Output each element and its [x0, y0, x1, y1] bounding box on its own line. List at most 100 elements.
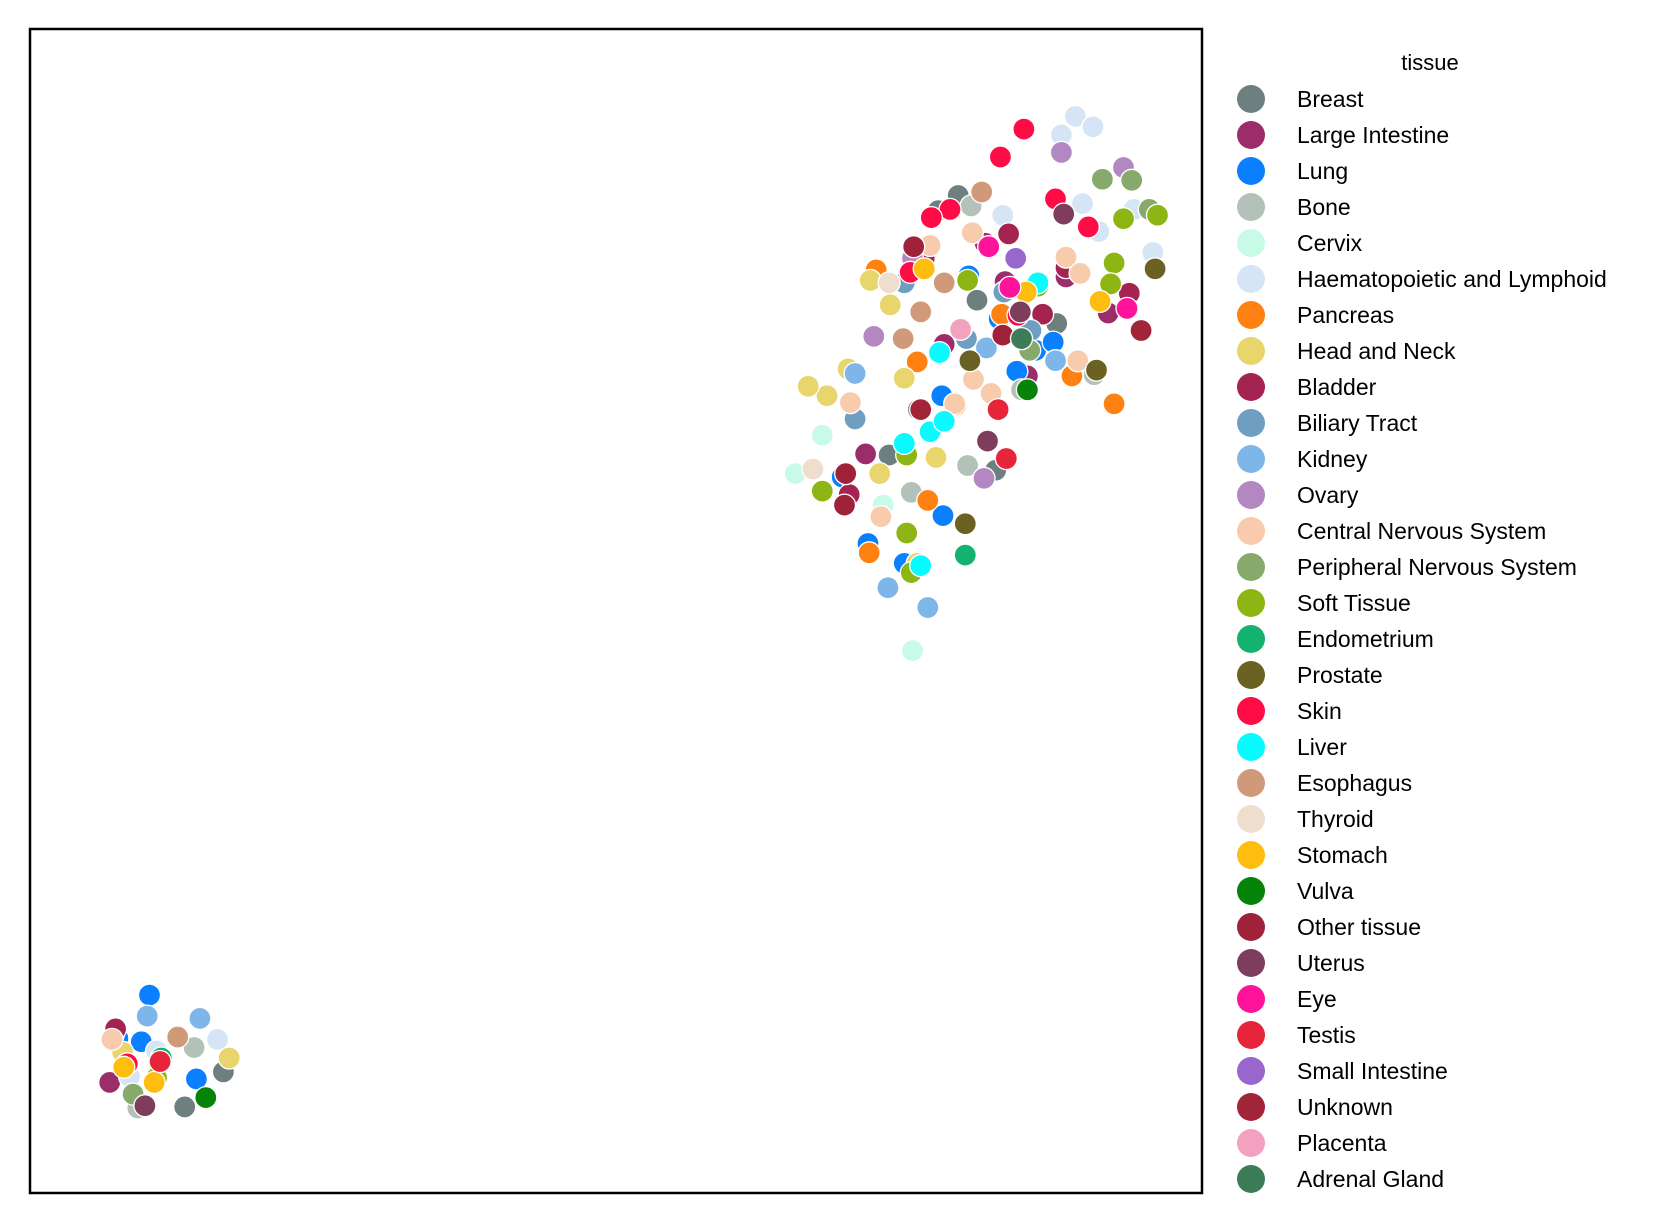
legend-label: Adrenal Gland	[1297, 1166, 1444, 1192]
legend-item: Head and Neck	[1237, 337, 1456, 365]
data-point	[1111, 207, 1136, 231]
series-adrenal-gland	[1009, 326, 1034, 351]
legend-item: Pancreas	[1237, 301, 1394, 329]
data-point	[996, 222, 1021, 246]
data-point	[1102, 392, 1126, 416]
series-small-intestine	[1004, 246, 1028, 270]
legend-item: Prostate	[1237, 661, 1383, 689]
legend-item: Other tissue	[1237, 913, 1421, 941]
legend-label: Kidney	[1297, 446, 1368, 472]
data-point	[810, 423, 834, 447]
legend-label: Central Nervous System	[1297, 518, 1546, 544]
data-point	[1054, 245, 1078, 269]
legend-label: Bladder	[1297, 374, 1377, 400]
data-point	[958, 349, 982, 373]
legend-item: Biliary Tract	[1237, 409, 1418, 437]
data-point	[1009, 326, 1034, 351]
legend-item: Stomach	[1237, 841, 1388, 869]
legend-marker	[1237, 625, 1265, 653]
data-point	[1008, 300, 1032, 324]
series-liver	[892, 271, 1050, 578]
legend-marker	[1237, 805, 1265, 833]
data-point	[902, 235, 926, 259]
data-point	[924, 445, 948, 470]
legend-label: Esophagus	[1297, 770, 1412, 796]
data-point	[1129, 318, 1153, 343]
legend-label: Pancreas	[1297, 302, 1394, 328]
data-point	[909, 300, 933, 324]
data-point	[988, 145, 1013, 169]
legend-marker	[1237, 445, 1265, 473]
legend-marker	[1237, 1021, 1265, 1049]
legend-item: Large Intestine	[1237, 121, 1449, 149]
legend-label: Bone	[1297, 194, 1351, 220]
legend-label: Cervix	[1297, 230, 1363, 256]
series-uterus	[133, 202, 1076, 1118]
data-point	[955, 453, 980, 478]
legend-label: Large Intestine	[1297, 122, 1449, 148]
legend-label: Biliary Tract	[1297, 410, 1418, 436]
legend-marker	[1237, 517, 1265, 545]
data-point	[953, 543, 977, 567]
data-point	[892, 431, 916, 456]
legend-item: Cervix	[1237, 229, 1363, 257]
legend-label: Endometrium	[1297, 626, 1434, 652]
data-point	[1015, 378, 1040, 402]
legend-marker	[1237, 841, 1265, 869]
data-point	[892, 366, 916, 390]
data-point	[815, 384, 839, 408]
data-point	[1102, 251, 1126, 275]
legend-item: Kidney	[1237, 445, 1368, 473]
data-point	[965, 288, 989, 312]
data-point	[1090, 167, 1115, 191]
data-point	[948, 317, 973, 341]
legend-marker	[1237, 265, 1265, 293]
data-point	[974, 336, 999, 360]
data-point	[931, 503, 955, 528]
legend-marker	[1237, 589, 1265, 617]
data-point	[953, 512, 977, 536]
data-point	[1068, 261, 1092, 286]
data-point	[869, 505, 893, 529]
legend-marker	[1237, 697, 1265, 725]
series-endometrium	[149, 543, 977, 1070]
data-point	[998, 275, 1022, 300]
legend-label: Soft Tissue	[1297, 590, 1411, 616]
legend-item: Testis	[1237, 1021, 1356, 1049]
data-point	[1066, 349, 1090, 373]
legend-item: Unknown	[1237, 1093, 1393, 1121]
legend-label: Unknown	[1297, 1094, 1393, 1120]
data-point	[1120, 168, 1144, 192]
data-point	[1076, 215, 1100, 239]
data-point	[166, 1025, 190, 1049]
data-point	[1145, 203, 1170, 227]
plot-area	[98, 104, 1170, 1120]
data-point	[1143, 257, 1167, 281]
data-point	[1098, 272, 1123, 296]
series-skin	[115, 117, 1100, 1076]
legend-items: Breast Large Intestine Lung Bone Cervix Haema…	[1237, 85, 1607, 1193]
legend-label: Small Intestine	[1297, 1058, 1448, 1084]
data-point	[994, 446, 1018, 471]
data-point	[975, 429, 1000, 453]
data-point	[960, 221, 984, 245]
legend-marker	[1237, 409, 1265, 437]
legend-item: Eye	[1237, 985, 1337, 1013]
legend-item: Haematopoietic and Lymphoid	[1237, 265, 1607, 293]
data-point	[895, 521, 919, 545]
data-point	[853, 442, 878, 466]
data-point	[834, 461, 858, 486]
data-point	[916, 595, 940, 620]
legend-marker	[1237, 877, 1265, 905]
data-point	[986, 397, 1010, 422]
series-breast	[173, 183, 1069, 1119]
data-point	[1004, 246, 1028, 270]
data-point	[135, 1004, 159, 1028]
legend-item: Bone	[1237, 193, 1351, 221]
data-point	[137, 983, 162, 1007]
legend-marker	[1237, 229, 1265, 257]
data-point	[955, 268, 980, 293]
legend-label: Placenta	[1297, 1130, 1387, 1156]
legend-item: Bladder	[1237, 373, 1377, 401]
